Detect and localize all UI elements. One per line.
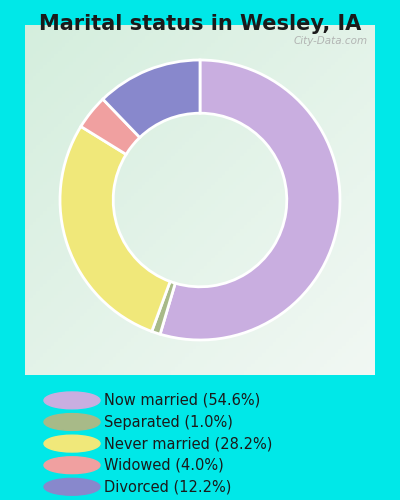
- Wedge shape: [103, 60, 200, 138]
- Wedge shape: [81, 99, 140, 154]
- Text: Now married (54.6%): Now married (54.6%): [104, 393, 260, 408]
- Wedge shape: [60, 126, 170, 332]
- Text: Widowed (4.0%): Widowed (4.0%): [104, 458, 224, 472]
- Text: Never married (28.2%): Never married (28.2%): [104, 436, 272, 451]
- Wedge shape: [152, 282, 175, 334]
- Text: Marital status in Wesley, IA: Marital status in Wesley, IA: [39, 14, 361, 34]
- Text: Separated (1.0%): Separated (1.0%): [104, 414, 233, 430]
- Circle shape: [44, 478, 100, 495]
- Circle shape: [44, 392, 100, 409]
- Text: City-Data.com: City-Data.com: [294, 36, 368, 46]
- Circle shape: [44, 457, 100, 473]
- Circle shape: [44, 414, 100, 430]
- Text: Divorced (12.2%): Divorced (12.2%): [104, 480, 231, 494]
- Circle shape: [44, 435, 100, 452]
- Wedge shape: [160, 60, 340, 340]
